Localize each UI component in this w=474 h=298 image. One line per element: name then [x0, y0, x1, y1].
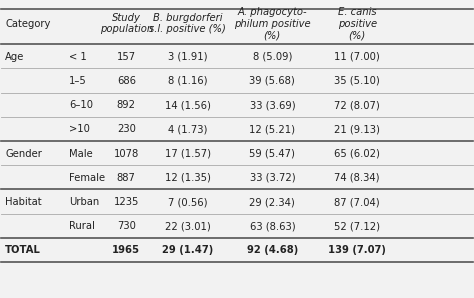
Text: 14 (1.56): 14 (1.56): [164, 100, 210, 110]
Text: 12 (1.35): 12 (1.35): [164, 173, 210, 183]
Text: 59 (5.47): 59 (5.47): [249, 149, 295, 159]
Text: 63 (8.63): 63 (8.63): [249, 221, 295, 231]
Text: 887: 887: [117, 173, 136, 183]
Text: 11 (7.00): 11 (7.00): [334, 52, 380, 62]
Text: 1078: 1078: [114, 149, 139, 159]
Text: 65 (6.02): 65 (6.02): [334, 149, 380, 159]
Text: Study
population: Study population: [100, 13, 153, 34]
Text: 157: 157: [117, 52, 136, 62]
Text: 22 (3.01): 22 (3.01): [164, 221, 210, 231]
Text: 7 (0.56): 7 (0.56): [168, 197, 207, 207]
Text: 6–10: 6–10: [69, 100, 93, 110]
Text: 29 (1.47): 29 (1.47): [162, 246, 213, 255]
Text: Gender: Gender: [5, 149, 42, 159]
Text: 8 (1.16): 8 (1.16): [168, 76, 207, 86]
Text: 39 (5.68): 39 (5.68): [249, 76, 295, 86]
Text: B. burgdorferi
s.l. positive (%): B. burgdorferi s.l. positive (%): [149, 13, 226, 34]
Text: 33 (3.72): 33 (3.72): [249, 173, 295, 183]
Text: 35 (5.10): 35 (5.10): [334, 76, 380, 86]
Text: 87 (7.04): 87 (7.04): [334, 197, 380, 207]
Text: 72 (8.07): 72 (8.07): [334, 100, 380, 110]
Text: 12 (5.21): 12 (5.21): [249, 124, 295, 134]
Text: 3 (1.91): 3 (1.91): [168, 52, 207, 62]
Text: 4 (1.73): 4 (1.73): [168, 124, 207, 134]
Text: TOTAL: TOTAL: [5, 246, 41, 255]
Text: Urban: Urban: [69, 197, 99, 207]
Text: 21 (9.13): 21 (9.13): [334, 124, 380, 134]
Text: E. canis
positive
(%): E. canis positive (%): [337, 7, 377, 40]
Text: Category: Category: [5, 18, 51, 29]
Text: 230: 230: [117, 124, 136, 134]
Text: 92 (4.68): 92 (4.68): [246, 246, 298, 255]
Text: Male: Male: [69, 149, 92, 159]
Text: Rural: Rural: [69, 221, 95, 231]
Text: 1965: 1965: [112, 246, 140, 255]
Text: Age: Age: [5, 52, 25, 62]
Text: 1235: 1235: [114, 197, 139, 207]
Text: < 1: < 1: [69, 52, 87, 62]
Text: A. phagocyto-
philum positive
(%): A. phagocyto- philum positive (%): [234, 7, 310, 40]
Text: 33 (3.69): 33 (3.69): [249, 100, 295, 110]
Text: >10: >10: [69, 124, 90, 134]
Text: 74 (8.34): 74 (8.34): [335, 173, 380, 183]
Text: 686: 686: [117, 76, 136, 86]
Text: 892: 892: [117, 100, 136, 110]
Text: 139 (7.07): 139 (7.07): [328, 246, 386, 255]
Text: 8 (5.09): 8 (5.09): [253, 52, 292, 62]
Text: Female: Female: [69, 173, 105, 183]
Text: 29 (2.34): 29 (2.34): [249, 197, 295, 207]
Text: Habitat: Habitat: [5, 197, 42, 207]
Text: 17 (1.57): 17 (1.57): [164, 149, 210, 159]
Text: 1–5: 1–5: [69, 76, 87, 86]
Text: 52 (7.12): 52 (7.12): [334, 221, 380, 231]
Text: 730: 730: [117, 221, 136, 231]
